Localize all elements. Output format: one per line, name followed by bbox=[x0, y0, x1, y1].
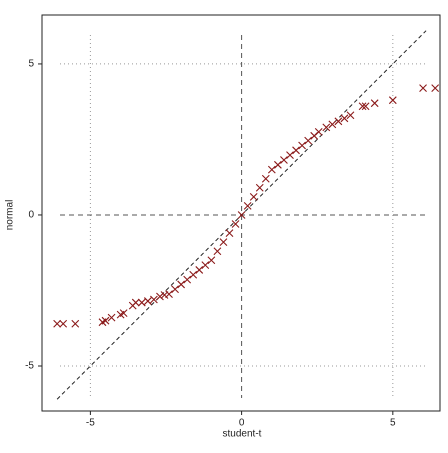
y-axis-label: normal bbox=[5, 200, 16, 231]
point bbox=[280, 156, 288, 164]
point bbox=[53, 319, 62, 328]
point bbox=[249, 192, 258, 201]
point bbox=[322, 123, 331, 132]
point bbox=[150, 295, 158, 304]
x-tick-label: 5 bbox=[390, 418, 396, 429]
point bbox=[213, 247, 222, 256]
y-tick-label: 0 bbox=[28, 210, 34, 221]
x-tick-label: 0 bbox=[239, 418, 245, 429]
y-tick-label: -5 bbox=[25, 361, 34, 372]
point bbox=[207, 256, 216, 265]
point bbox=[419, 84, 427, 92]
point bbox=[370, 99, 379, 108]
point bbox=[243, 202, 252, 210]
point bbox=[292, 146, 300, 155]
point bbox=[189, 270, 198, 279]
y-tick-label: 5 bbox=[28, 59, 34, 70]
point bbox=[340, 114, 349, 123]
point bbox=[304, 136, 313, 145]
point bbox=[107, 313, 116, 322]
x-tick-label: -5 bbox=[86, 418, 95, 429]
point bbox=[286, 151, 294, 160]
point bbox=[71, 319, 80, 328]
point bbox=[358, 102, 367, 111]
point bbox=[361, 102, 370, 111]
point bbox=[156, 292, 164, 301]
point bbox=[59, 319, 68, 328]
point bbox=[346, 111, 355, 120]
point bbox=[388, 96, 397, 105]
point bbox=[183, 275, 192, 284]
plot-frame bbox=[41, 14, 441, 412]
point bbox=[201, 261, 210, 269]
point bbox=[137, 298, 146, 307]
point bbox=[237, 211, 246, 219]
point bbox=[328, 120, 337, 129]
point bbox=[267, 165, 276, 174]
point bbox=[298, 141, 306, 150]
point bbox=[334, 117, 343, 126]
x-axis-label: student-t bbox=[223, 429, 262, 440]
point bbox=[195, 266, 204, 274]
point bbox=[143, 297, 152, 305]
point bbox=[177, 280, 186, 289]
point bbox=[314, 128, 323, 136]
point bbox=[431, 84, 440, 92]
point bbox=[261, 174, 270, 183]
point bbox=[131, 298, 140, 307]
point bbox=[225, 229, 234, 237]
point bbox=[255, 183, 264, 192]
point bbox=[274, 160, 282, 169]
point bbox=[219, 238, 228, 247]
point bbox=[165, 290, 173, 298]
point bbox=[171, 285, 179, 294]
point bbox=[119, 309, 128, 318]
point bbox=[101, 316, 110, 325]
point bbox=[231, 220, 240, 228]
